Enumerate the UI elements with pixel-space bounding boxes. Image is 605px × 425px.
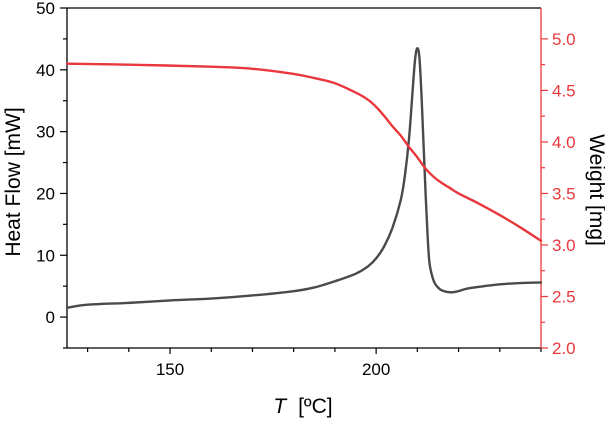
x-tick-label: 200 bbox=[362, 360, 390, 379]
y-right-tick-label: 3.5 bbox=[552, 184, 576, 203]
axes bbox=[66, 7, 542, 349]
y-left-tick-label: 40 bbox=[36, 61, 55, 80]
y-right-tick-label: 5.0 bbox=[552, 30, 576, 49]
y-left-tick-label: 0 bbox=[46, 308, 55, 327]
x-axis-variable: T bbox=[273, 395, 288, 418]
x-axis-unit: [ºC] bbox=[298, 395, 333, 418]
x-tick-label: 150 bbox=[156, 360, 184, 379]
y-right-tick-label: 2.5 bbox=[552, 287, 576, 306]
x-axis-label: T [ºC] bbox=[273, 395, 332, 418]
y-left-tick-label: 30 bbox=[36, 123, 55, 142]
y-left-tick-label: 50 bbox=[36, 0, 55, 18]
y-right-tick-label: 3.0 bbox=[552, 236, 576, 255]
y-right-tick-label: 2.0 bbox=[552, 339, 576, 358]
weight-line bbox=[65, 62, 543, 243]
y-right-tick-label: 4.5 bbox=[552, 81, 576, 100]
y-left-tick-label: 20 bbox=[36, 184, 55, 203]
series-layer bbox=[65, 46, 543, 310]
y-axis-left-label: Heat Flow [mW] bbox=[2, 107, 25, 256]
y-left-tick-label: 10 bbox=[36, 246, 55, 265]
y-axis-right-label: Weight [mg] bbox=[585, 134, 605, 246]
heat-flow-line bbox=[65, 46, 543, 310]
ticks: 150 200 0 10 20 30 40 50 2.0 2.5 3.0 3.5 4.0 4.5 5.0 bbox=[36, 0, 576, 379]
y-right-tick-label: 4.0 bbox=[552, 133, 576, 152]
